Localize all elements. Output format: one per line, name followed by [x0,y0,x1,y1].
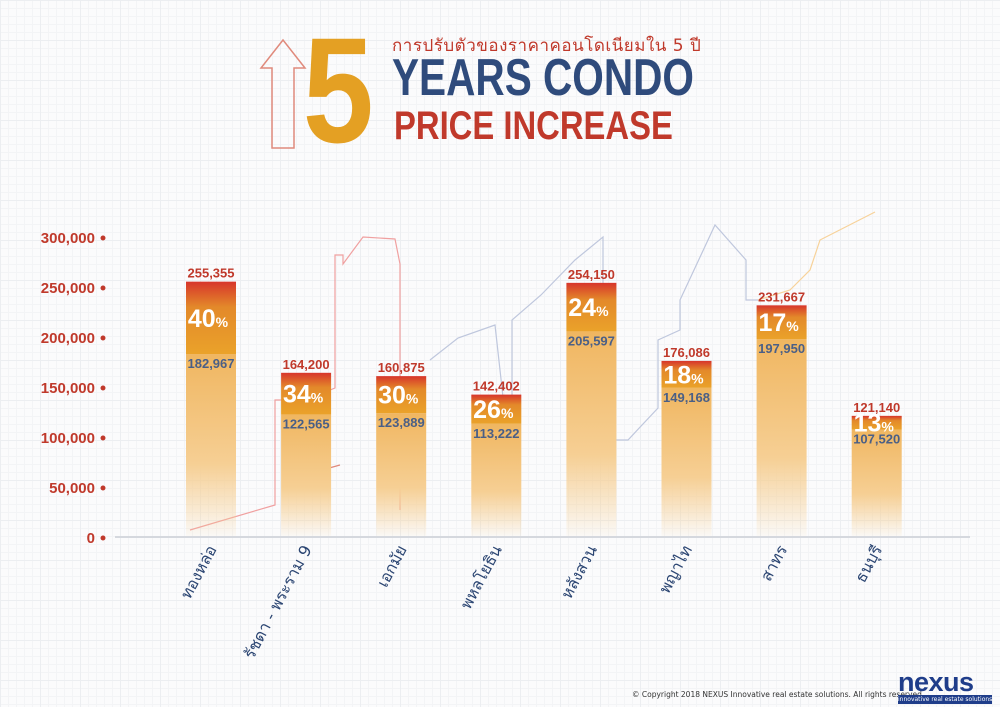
bar-before [566,331,617,537]
value-after-label: 121,140 [853,400,900,415]
bar-before [851,429,902,537]
value-after-label: 255,355 [188,266,235,281]
bar-increase [851,415,902,430]
x-axis-labels: ทองหล่อ รัชดา - พระราม 9 เอกมัย พหลโยธิน หลั… [177,542,888,662]
bars: 255,355 40% 182,967 164,200 34% 122,565 160,87… [186,266,902,537]
title-line-2: PRICE INCREASE [394,104,673,148]
bar-group: 164,200 34% 122,565 [281,357,332,537]
header: 5 การปรับตัวของราคาคอนโดเนียมใน 5 ปี YEA… [0,0,1000,174]
value-before-label: 113,222 [473,426,519,441]
value-after-label: 231,667 [758,289,805,304]
y-tick-dot [100,335,106,341]
x-tick-label: พญาไท [655,542,696,597]
percent-label: 13% [854,410,895,438]
x-tick-label: ทองหล่อ [177,542,221,602]
logo-tagline: innovative real estate solutions [898,695,992,704]
y-tick-label: 100,000 [41,430,95,447]
percent-label: 24% [568,294,609,322]
value-after-label: 176,086 [663,345,710,360]
value-after-label: 142,402 [473,379,520,394]
y-tick-label: 150,000 [41,380,95,397]
bar-group: 255,355 40% 182,967 [186,266,236,537]
y-axis: 0 50,000 100,000 150,000 200,000 250,000 300,0… [41,230,106,547]
x-tick-label: รัชดา - พระราม 9 [240,542,316,662]
bar-increase [281,372,332,415]
percent-label: 18% [663,361,704,389]
bar-before [471,423,522,537]
y-tick-label: 300,000 [41,230,95,247]
bar-before [376,413,427,537]
x-tick-label: ธนบุรี [851,542,887,587]
percent-label: 34% [283,381,324,409]
y-tick-label: 0 [87,530,95,547]
x-tick-label: สาทร [757,542,792,585]
x-tick-label: หลังสวน [557,542,601,602]
big-five-digit: 5 [302,6,374,174]
y-tick-label: 250,000 [41,280,95,297]
bar-group: 231,667 17% 197,950 [756,289,807,537]
value-before-label: 122,565 [283,416,330,431]
nexus-logo: nexus [898,667,974,697]
percent-label: 26% [473,396,514,424]
bar-increase [471,394,522,424]
y-tick-label: 50,000 [49,480,95,497]
subtitle-thai: การปรับตัวของราคาคอนโดเนียมใน 5 ปี [392,36,702,56]
x-tick-label: พหลโยธิน [456,542,505,612]
value-after-label: 254,150 [568,267,615,282]
y-tick-dot [100,285,106,291]
bar-before [281,414,332,537]
bar-before [186,354,236,537]
up-arrow-icon [259,38,307,149]
y-tick-dot [100,385,106,391]
bar-group: 254,150 24% 205,597 [566,267,617,537]
bar-chart: 0 50,000 100,000 150,000 200,000 250,000 300,0… [41,211,970,662]
value-before-label: 205,597 [568,333,615,348]
bar-group: 160,875 30% 123,889 [376,360,427,537]
bar-group: 142,402 26% 113,222 [471,379,522,537]
percent-label: 17% [758,309,799,337]
percent-label: 40% [188,305,229,333]
value-before-label: 197,950 [758,341,805,356]
x-tick-label: เอกมัย [373,542,411,590]
bar-increase [661,360,712,388]
bar-increase [566,282,617,332]
y-tick-dot [100,535,106,541]
value-before-label: 182,967 [188,356,235,371]
value-after-label: 164,200 [283,357,330,372]
value-after-label: 160,875 [378,360,425,375]
bar-increase [756,305,807,340]
y-tick-dot [100,485,106,491]
value-before-label: 107,520 [853,431,900,446]
value-before-label: 123,889 [378,415,425,430]
percent-label: 30% [378,382,419,410]
y-tick-dot [100,235,106,241]
title-line-1: YEARS CONDO [392,49,694,107]
bar-increase [376,376,427,414]
y-tick-dot [100,435,106,441]
bar-before [756,339,807,537]
y-tick-label: 200,000 [41,330,95,347]
copyright-text: © Copyright 2018 NEXUS Innovative real e… [632,690,925,699]
bar-before [661,387,712,537]
bar-increase [186,281,236,355]
value-before-label: 149,168 [663,390,710,405]
